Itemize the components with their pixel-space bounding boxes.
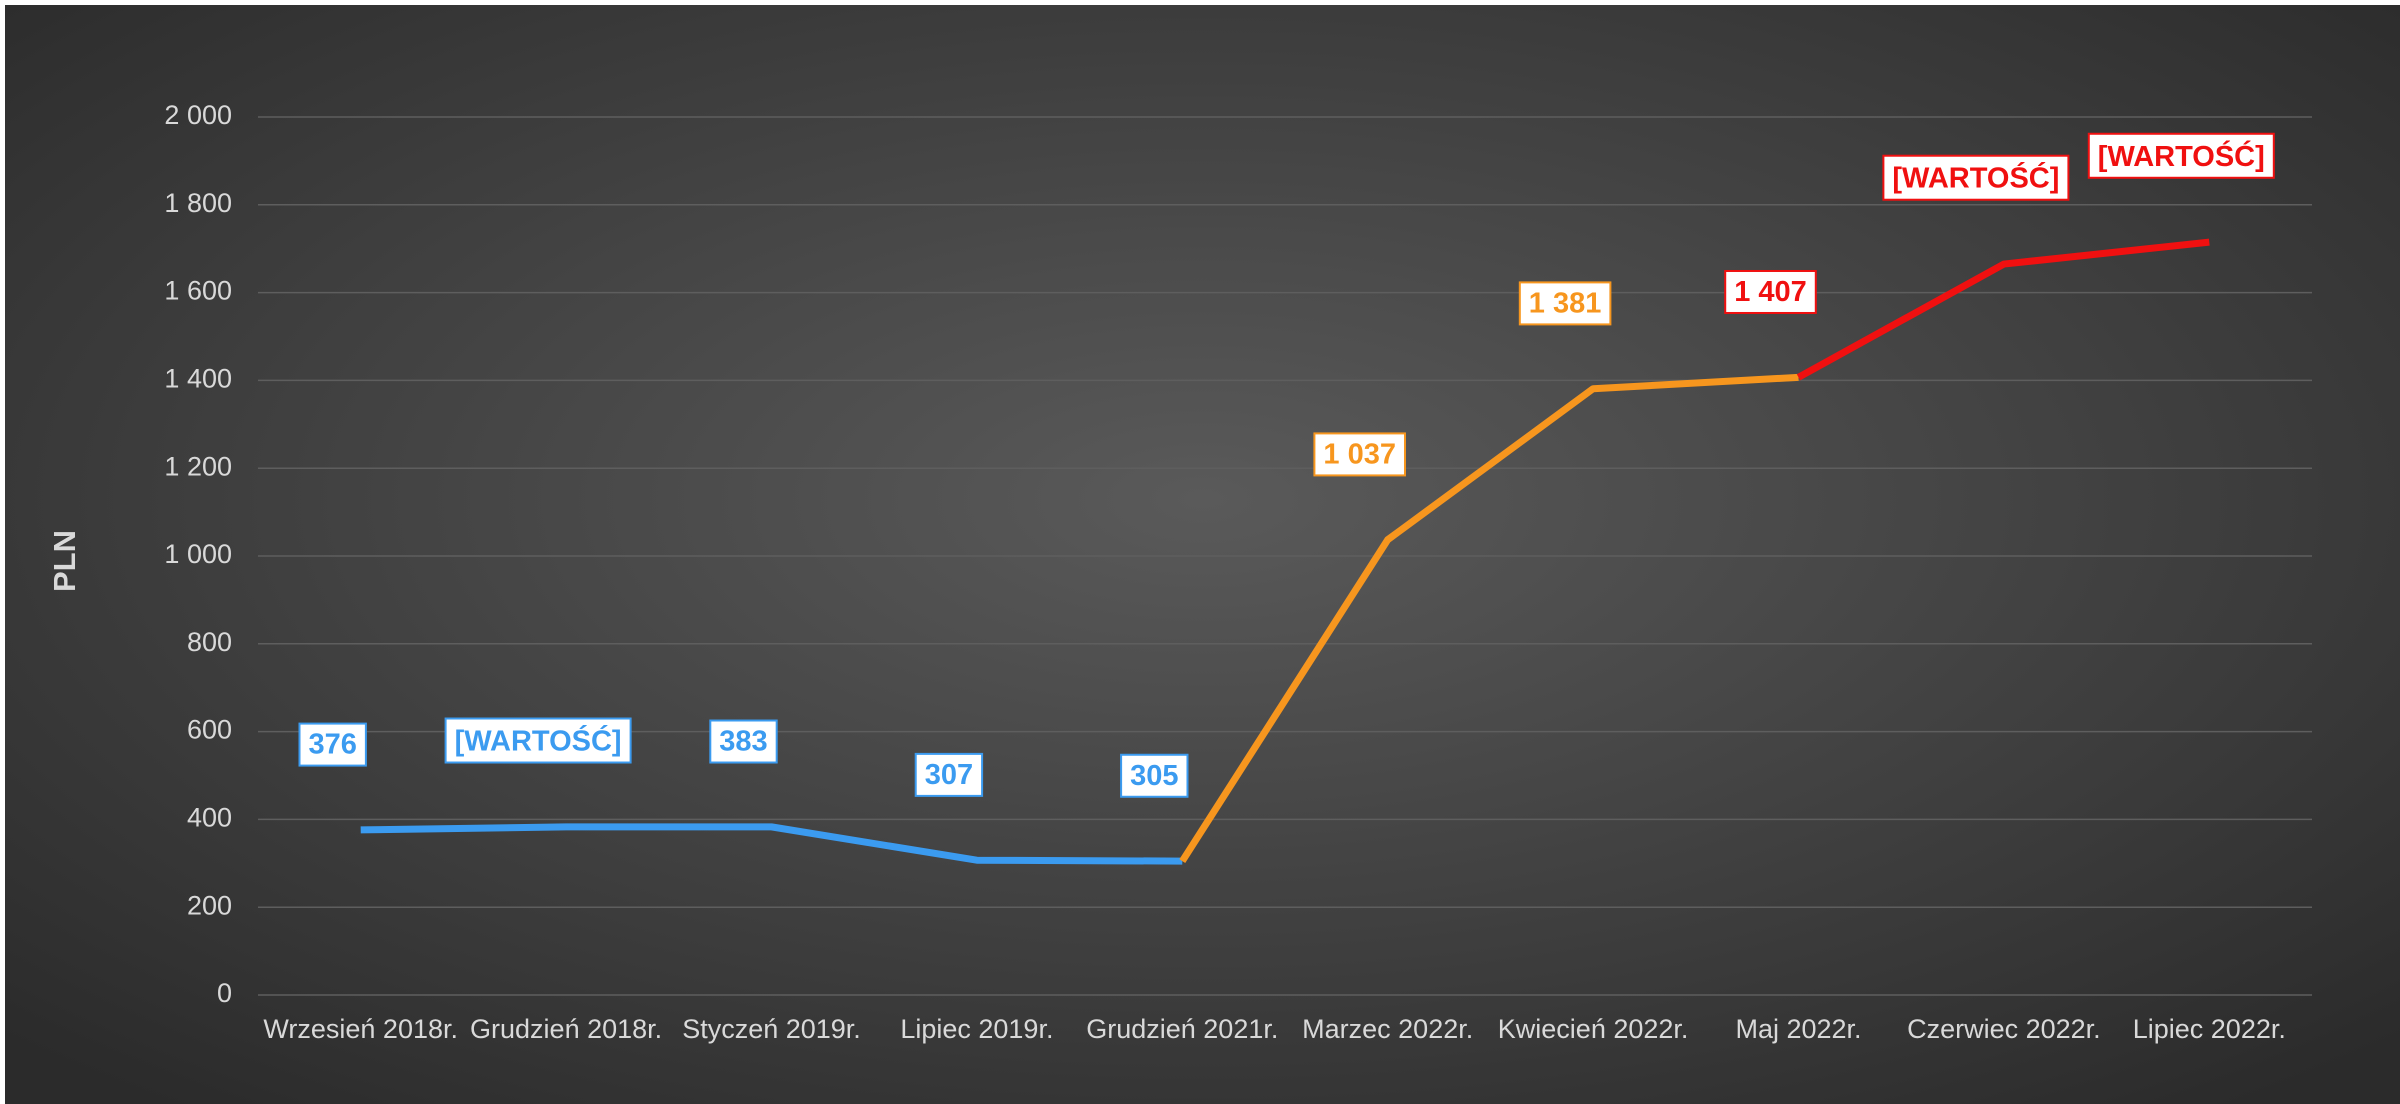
- x-tick-label: Kwiecień 2022r.: [1498, 1014, 1689, 1044]
- data-label: [WARTOŚĆ]: [1892, 161, 2059, 195]
- x-tick-label: Grudzień 2018r.: [470, 1014, 662, 1044]
- y-tick-label: 200: [187, 890, 232, 920]
- x-tick-label: Czerwiec 2022r.: [1907, 1014, 2101, 1044]
- line: [360, 823, 1183, 865]
- y-tick-label: 1 400: [164, 364, 232, 394]
- data-label-box: [1882, 154, 2070, 201]
- line: [1796, 238, 2210, 381]
- y-tick-label: 2 000: [164, 100, 232, 130]
- y-tick-label: 1 600: [164, 276, 232, 306]
- y-tick-label: 800: [187, 627, 232, 657]
- data-label-box: [1724, 269, 1817, 314]
- data-label: 1 037: [1323, 438, 1396, 470]
- data-label-box: [1120, 753, 1189, 798]
- data-label: 376: [309, 729, 357, 761]
- x-tick-label: Lipiec 2019r.: [900, 1014, 1053, 1044]
- y-tick-label: 600: [187, 715, 232, 745]
- data-label-box: [1313, 432, 1406, 477]
- data-label-box: [298, 722, 367, 767]
- y-tick-label: 0: [217, 978, 232, 1008]
- line: [1179, 373, 1799, 863]
- data-label: 307: [925, 759, 973, 791]
- data-label-box: [2087, 132, 2275, 179]
- data-label-box: [444, 717, 632, 764]
- x-tick-label: Wrzesień 2018r.: [263, 1014, 458, 1044]
- x-tick-label: Styczeń 2019r.: [682, 1014, 861, 1044]
- data-label: 1 407: [1734, 276, 1807, 308]
- data-label-box: [1518, 281, 1612, 326]
- x-tick-label: Grudzień 2021r.: [1086, 1014, 1278, 1044]
- x-tick-label: Lipiec 2022r.: [2133, 1014, 2286, 1044]
- y-tick-label: 400: [187, 803, 232, 833]
- y-tick-label: 1 000: [164, 539, 232, 569]
- y-axis-label: PLN: [47, 530, 82, 592]
- x-tick-label: Marzec 2022r.: [1302, 1014, 1473, 1044]
- data-label: [WARTOŚĆ]: [455, 724, 622, 758]
- data-label: [WARTOŚĆ]: [2098, 139, 2265, 173]
- y-tick-label: 1 200: [164, 451, 232, 481]
- chart: PLN 0 200 400 600 800 1 000 1 200 1 400 1 600 1 8…: [5, 5, 2400, 1104]
- y-tick-label: 1 800: [164, 188, 232, 218]
- data-label-box: [914, 752, 984, 797]
- data-label: 1 381: [1529, 287, 1602, 319]
- data-label: 383: [719, 726, 767, 758]
- data-label-box: [709, 719, 778, 764]
- data-label: 305: [1130, 760, 1178, 792]
- x-tick-label: Maj 2022r.: [1735, 1014, 1861, 1044]
